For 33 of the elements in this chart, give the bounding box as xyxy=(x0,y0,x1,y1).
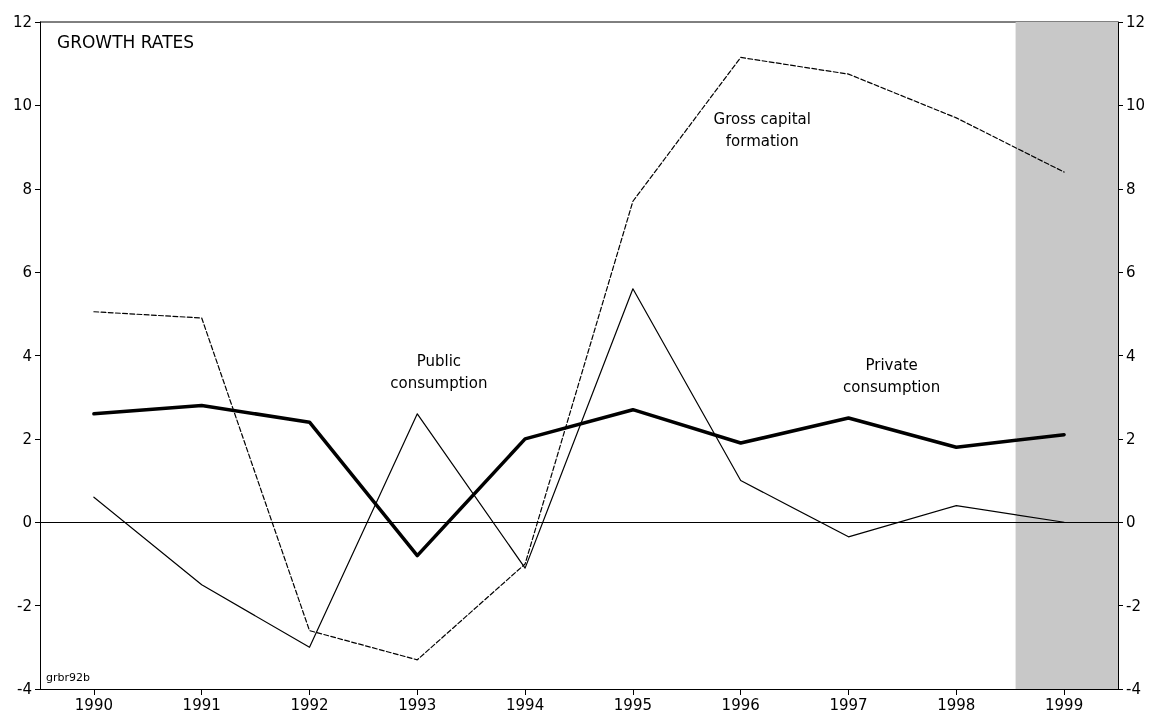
y-tick-label: 12 xyxy=(12,13,32,31)
x-tick-label: 1995 xyxy=(613,695,652,714)
x-tick-label: 1996 xyxy=(721,695,760,714)
y2-tick-label: 8 xyxy=(1126,179,1136,198)
y-tick-label: -4 xyxy=(17,680,32,698)
y2-tick-label: 12 xyxy=(1126,13,1146,31)
y2-tick-label: 6 xyxy=(1126,263,1136,282)
y2-tick-label: -2 xyxy=(1126,596,1141,615)
y-tick-label: 4 xyxy=(22,346,32,365)
y-tick-label: 6 xyxy=(22,263,32,282)
series-label: Gross capital formation xyxy=(713,110,811,151)
y2-tick-label: 4 xyxy=(1126,346,1136,365)
text: GROWTH RATES xyxy=(57,31,195,52)
y2-tick-label: 0 xyxy=(1126,513,1136,532)
y-tick-label: 8 xyxy=(22,179,32,198)
x-tick-label: 1997 xyxy=(829,695,868,714)
y-tick-label: 0 xyxy=(22,513,32,532)
x-tick-label: 1993 xyxy=(398,695,437,714)
x-tick-label: 1998 xyxy=(937,695,976,714)
x-tick-label: 1990 xyxy=(74,695,113,714)
y-tick-label: 2 xyxy=(22,429,32,448)
x-tick-label: 1991 xyxy=(182,695,221,714)
y2-tick-label: 10 xyxy=(1126,96,1146,115)
y-tick-label: -2 xyxy=(17,596,32,615)
x-tick-label: 1994 xyxy=(506,695,545,714)
annotation: grbr92b xyxy=(46,671,91,684)
y-tick-label: 10 xyxy=(12,96,32,115)
x-tick-label: 1999 xyxy=(1045,695,1084,714)
y2-tick-label: -4 xyxy=(1126,680,1141,698)
x-tick-label: 1992 xyxy=(290,695,329,714)
y2-tick-label: 2 xyxy=(1126,429,1136,448)
series-label: Private consumption xyxy=(843,356,941,397)
text: Public consumption xyxy=(390,352,488,393)
